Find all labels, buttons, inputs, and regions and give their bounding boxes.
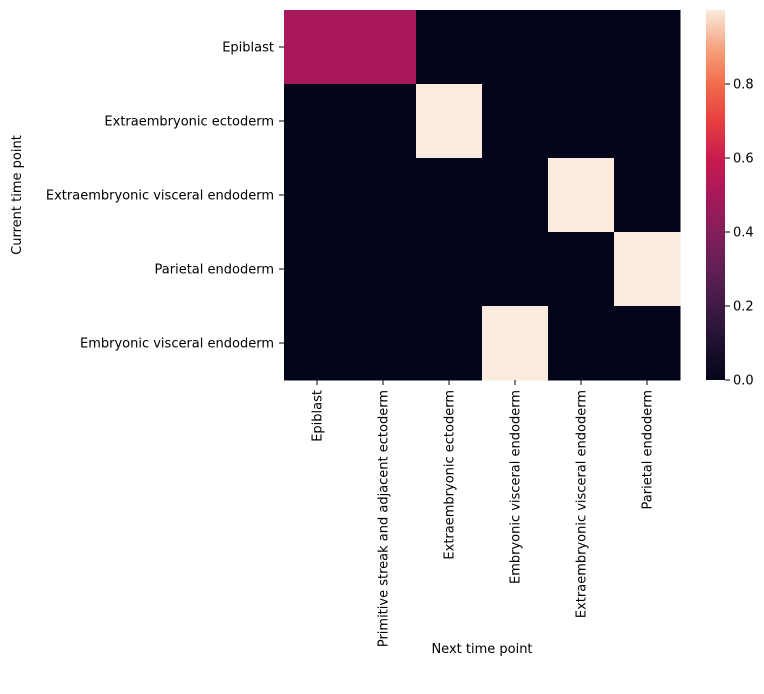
heatmap-cell bbox=[416, 232, 483, 307]
x-tick-label: Epiblast bbox=[311, 390, 326, 442]
heatmap-cell bbox=[416, 84, 483, 159]
x-tick-label: Extraembryonic ectoderm bbox=[443, 390, 458, 560]
heatmap-cell bbox=[284, 158, 351, 233]
x-tick-label: Embryonic visceral endoderm bbox=[509, 390, 524, 584]
heatmap-cell bbox=[482, 84, 549, 159]
heatmap-cell bbox=[614, 10, 681, 85]
y-axis-ticks: Epiblast Extraembryonic ectoderm Extraembr… bbox=[46, 41, 284, 352]
y-tick-label: Extraembryonic visceral endoderm bbox=[46, 189, 274, 204]
heatmap-cell bbox=[416, 306, 483, 381]
heatmap-cell bbox=[548, 158, 615, 233]
colorbar-tick-label: 0.6 bbox=[733, 152, 754, 167]
heatmap-cell bbox=[350, 232, 417, 307]
heatmap-cell bbox=[614, 306, 681, 381]
y-tick-label: Epiblast bbox=[222, 41, 274, 56]
heatmap-cell bbox=[416, 158, 483, 233]
y-tick-label: Embryonic visceral endoderm bbox=[80, 337, 274, 352]
heatmap-cell bbox=[284, 232, 351, 307]
colorbar bbox=[706, 10, 725, 380]
x-tick-label: Parietal endoderm bbox=[641, 390, 656, 509]
heatmap-cell bbox=[482, 232, 549, 307]
heatmap-cell bbox=[548, 10, 615, 85]
heatmap-cell bbox=[614, 84, 681, 159]
y-tick-label: Extraembryonic ectoderm bbox=[104, 115, 274, 130]
x-tick-label: Extraembryonic visceral endoderm bbox=[575, 390, 590, 618]
heatmap-cell bbox=[548, 84, 615, 159]
heatmap-cell bbox=[284, 306, 351, 381]
x-axis-ticks: Epiblast Primitive streak and adjacent ec… bbox=[311, 380, 656, 647]
heatmap-cell bbox=[284, 84, 351, 159]
heatmap-cell bbox=[482, 10, 549, 85]
heatmap-cell bbox=[350, 10, 417, 85]
heatmap-cell bbox=[482, 158, 549, 233]
colorbar-tick-label: 0.8 bbox=[733, 78, 754, 93]
x-axis-label: Next time point bbox=[431, 642, 532, 657]
colorbar-tick-label: 0.4 bbox=[733, 226, 754, 241]
y-axis-label: Current time point bbox=[10, 135, 25, 255]
colorbar-tick-label: 0.2 bbox=[733, 300, 754, 315]
heatmap-cell bbox=[350, 306, 417, 381]
heatmap-cell bbox=[614, 232, 681, 307]
colorbar-ticks: 0.0 0.2 0.4 0.6 0.8 bbox=[725, 78, 754, 389]
heatmap-cell bbox=[614, 158, 681, 233]
heatmap-cell bbox=[482, 306, 549, 381]
heatmap-cell bbox=[416, 10, 483, 85]
heatmap-cell bbox=[548, 232, 615, 307]
colorbar-tick-label: 0.0 bbox=[733, 374, 754, 389]
heatmap-cell bbox=[284, 10, 351, 85]
heatmap-cell bbox=[350, 84, 417, 159]
heatmap-cells bbox=[284, 10, 681, 381]
y-tick-label: Parietal endoderm bbox=[155, 263, 274, 278]
heatmap-cell bbox=[350, 158, 417, 233]
x-tick-label: Primitive streak and adjacent ectoderm bbox=[377, 390, 392, 647]
heatmap-cell bbox=[548, 306, 615, 381]
